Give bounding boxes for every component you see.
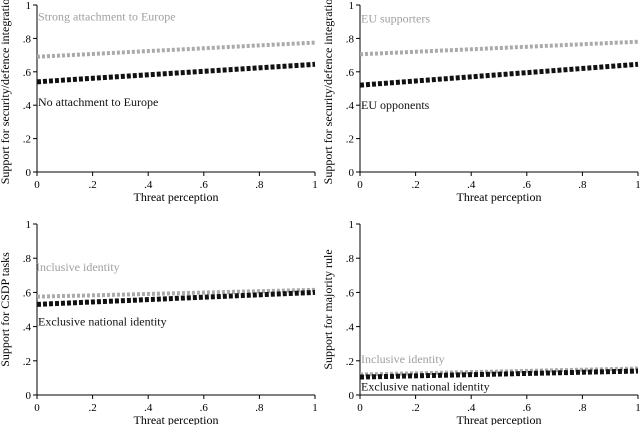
y-tick-label: 0 — [349, 390, 355, 402]
series-line-dark — [359, 368, 639, 380]
x-axis-title: Threat perception — [457, 413, 542, 425]
x-tick-label: .6 — [200, 179, 209, 191]
series-label: No attachment to Europe — [38, 95, 158, 109]
x-tick-label: .2 — [411, 179, 419, 191]
chart-panel-4: 0 .2 .4 .6 .8 1 0 .2 .4 .6 .8 1 Threat perception Sup… — [321, 219, 640, 425]
x-tick-label: 0 — [357, 402, 363, 414]
y-tick-label: .8 — [23, 253, 32, 265]
y-tick-label: .2 — [23, 134, 31, 146]
series-label: Exclusive national identity — [38, 314, 167, 328]
chart-panel-1: 0 .2 .4 .6 .8 1 0 .2 .4 .6 .8 1 Threat perception Sup… — [0, 0, 318, 204]
x-tick-label: 0 — [357, 179, 363, 191]
y-tick-label: 1 — [349, 219, 355, 231]
series-label: Exclusive national identity — [361, 379, 490, 393]
x-tick-label: 0 — [34, 402, 40, 414]
y-tick-label: .6 — [23, 287, 32, 299]
series-line-light — [36, 40, 316, 59]
x-axis-title: Threat perception — [134, 413, 219, 425]
series-line-light — [359, 366, 639, 377]
x-tick-label: .2 — [411, 402, 419, 414]
y-tick-label: .4 — [23, 322, 32, 334]
y-tick-label: .2 — [346, 134, 354, 146]
y-tick-label: .4 — [346, 322, 355, 334]
series-label: EU opponents — [361, 98, 430, 112]
y-tick-label: 1 — [26, 0, 32, 12]
series-label: Inclusive identity — [361, 352, 445, 366]
y-tick-label: 0 — [26, 390, 32, 402]
y-axis-title: Support for security/defence integration — [321, 0, 335, 184]
x-tick-label: .4 — [144, 402, 153, 414]
x-tick-label: .8 — [255, 179, 264, 191]
y-tick-label: 0 — [349, 167, 355, 179]
x-tick-label: 1 — [312, 402, 318, 414]
x-tick-label: .2 — [88, 179, 96, 191]
x-tick-label: .8 — [578, 179, 587, 191]
series-line-dark — [36, 289, 316, 307]
series-label: Inclusive identity — [36, 260, 120, 274]
series-line-light — [359, 39, 639, 57]
x-tick-label: .2 — [88, 402, 96, 414]
x-tick-label: .6 — [200, 402, 209, 414]
series-line-dark — [359, 61, 639, 88]
y-axis-title: Support for majority rule — [321, 249, 335, 369]
y-tick-label: 0 — [26, 167, 32, 179]
x-tick-label: .4 — [467, 402, 476, 414]
y-axis-title: Support for security/defence integration — [0, 0, 12, 184]
y-tick-label: .4 — [23, 100, 32, 112]
x-tick-label: .8 — [578, 402, 587, 414]
x-tick-label: .4 — [467, 179, 476, 191]
series-line-dark — [36, 61, 316, 85]
x-axis-title: Threat perception — [134, 190, 219, 204]
y-tick-label: .2 — [23, 356, 31, 368]
y-tick-label: .6 — [346, 67, 355, 79]
y-tick-label: .4 — [346, 100, 355, 112]
series-line-light — [36, 287, 316, 299]
x-tick-label: 1 — [635, 402, 640, 414]
series-label: EU supporters — [361, 11, 430, 25]
x-tick-label: .6 — [523, 179, 532, 191]
y-tick-label: .8 — [346, 253, 355, 265]
x-tick-label: .4 — [144, 179, 153, 191]
y-tick-label: .6 — [346, 287, 355, 299]
x-tick-label: 0 — [34, 179, 40, 191]
x-axis-title: Threat perception — [457, 190, 542, 204]
y-tick-label: .8 — [23, 33, 32, 45]
x-tick-label: 1 — [312, 179, 318, 191]
y-tick-label: 1 — [26, 219, 32, 231]
y-axis-title: Support for CSDP tasks — [0, 252, 12, 367]
chart-panel-2: 0 .2 .4 .6 .8 1 0 .2 .4 .6 .8 1 Threat perception Sup… — [321, 0, 640, 204]
y-tick-label: .8 — [346, 33, 355, 45]
x-tick-label: .8 — [255, 402, 264, 414]
series-label: Strong attachment to Europe — [38, 10, 176, 24]
x-tick-label: 1 — [635, 179, 640, 191]
chart-panel-3: 0 .2 .4 .6 .8 1 0 .2 .4 .6 .8 1 Threat perception Sup… — [0, 219, 318, 425]
y-tick-label: 1 — [349, 0, 355, 12]
y-tick-label: .6 — [23, 67, 32, 79]
y-tick-label: .2 — [346, 356, 354, 368]
x-tick-label: .6 — [523, 402, 532, 414]
